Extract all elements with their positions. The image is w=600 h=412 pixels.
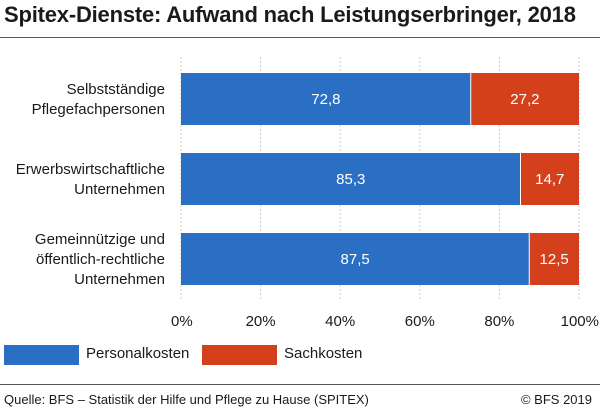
bar-sachkosten [529,233,579,285]
category-label-line: Gemeinnützige und [35,231,165,248]
category-label-line: Erwerbswirtschaftliche [16,161,165,178]
bar-value-label: 85,3 [336,171,365,188]
legend: Personalkosten Sachkosten [4,343,600,367]
bar-value-label: 27,2 [510,91,539,108]
x-tick-label: 0% [171,313,193,330]
bar-sachkosten [520,153,579,205]
x-tick-label: 80% [484,313,514,330]
category-label-line: öffentlich-rechtliche [36,251,165,268]
legend-label-sachkosten: Sachkosten [284,345,363,362]
category-label-line: Selbstständige [67,81,165,98]
title-divider [0,37,600,38]
copyright-note: © BFS 2019 [520,392,592,407]
bar-value-label: 12,5 [540,251,569,268]
legend-label-personalkosten: Personalkosten [86,345,190,362]
x-axis-ticks: 0% 20% 40% 60% 80% 100% [171,313,599,330]
bar-sachkosten [470,73,579,125]
category-label-line: Unternehmen [74,271,165,288]
x-tick-label: 40% [325,313,355,330]
bar-personalkosten [181,73,471,125]
category-label: Gemeinnützige und öffentlich-rechtliche Un… [35,231,165,288]
value-labels: 72,8 27,2 85,3 14,7 87,5 12,5 [311,91,568,268]
category-label: Selbstständige Pflegefachpersonen [32,81,165,118]
category-label: Erwerbswirtschaftliche Unternehmen [16,161,165,198]
bar-value-label: 72,8 [311,91,340,108]
stacked-bar-chart: 72,8 27,2 85,3 14,7 87,5 12,5 Selbstständige P… [16,57,599,330]
legend-swatch-personalkosten [4,345,79,365]
category-label-line: Pflegefachpersonen [32,101,165,118]
legend-swatch-sachkosten [202,345,277,365]
category-label-line: Unternehmen [74,181,165,198]
bars [181,73,579,285]
x-tick-label: 100% [561,313,599,330]
category-labels: Selbstständige Pflegefachpersonen Erwerbsw… [16,81,165,288]
chart-title: Spitex-Dienste: Aufwand nach Leistungser… [4,2,576,27]
bar-value-label: 14,7 [535,171,564,188]
source-note: Quelle: BFS – Statistik der Hilfe und Pf… [4,392,369,407]
bar-value-label: 87,5 [341,251,370,268]
x-tick-label: 60% [405,313,435,330]
bar-personalkosten [181,153,521,205]
footer-divider [0,384,600,385]
x-tick-label: 20% [246,313,276,330]
bar-personalkosten [181,233,530,285]
